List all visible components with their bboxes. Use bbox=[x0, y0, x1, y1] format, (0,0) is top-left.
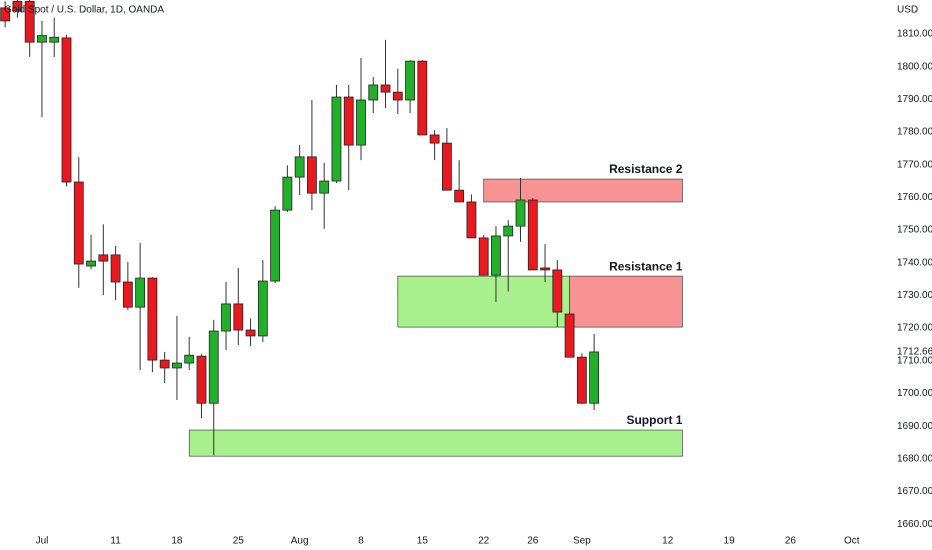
x-tick-label: 22 bbox=[478, 536, 490, 547]
candle-body bbox=[503, 225, 514, 237]
candle-body bbox=[392, 91, 403, 101]
y-tick-label: 1700.00 bbox=[897, 388, 932, 399]
y-tick-label: 1780.00 bbox=[897, 127, 932, 138]
zone bbox=[569, 275, 683, 328]
y-tick-label: 1790.00 bbox=[897, 94, 932, 105]
candle-body bbox=[527, 199, 538, 271]
candle-body bbox=[61, 37, 72, 183]
zone bbox=[188, 429, 683, 457]
y-tick-label: 1810.00 bbox=[897, 29, 932, 40]
x-tick-label: 26 bbox=[785, 536, 797, 547]
candle-body bbox=[576, 356, 587, 404]
candle-body bbox=[37, 35, 47, 43]
x-tick-label: Sep bbox=[573, 536, 591, 547]
candle-body bbox=[405, 60, 415, 101]
candle-body bbox=[196, 355, 207, 404]
zone bbox=[397, 275, 570, 328]
x-tick-label: 8 bbox=[358, 536, 364, 547]
candle-body bbox=[233, 303, 244, 331]
candle-body bbox=[294, 156, 305, 178]
x-tick-label: Oct bbox=[844, 536, 860, 547]
candle-body bbox=[441, 142, 452, 191]
candle-body bbox=[368, 84, 379, 101]
candle-body bbox=[24, 0, 35, 43]
zone-label: Resistance 1 bbox=[609, 259, 683, 273]
candle-body bbox=[466, 201, 477, 239]
candle-body bbox=[270, 209, 280, 282]
candle-body bbox=[589, 351, 600, 404]
candle-body bbox=[135, 277, 146, 308]
candle-body bbox=[307, 156, 317, 194]
candle-body bbox=[552, 269, 563, 313]
candle-body bbox=[221, 303, 231, 332]
candle-body bbox=[429, 134, 440, 144]
y-tick-label: 1660.00 bbox=[897, 519, 932, 530]
candle-body bbox=[98, 254, 109, 262]
candle-body bbox=[257, 280, 268, 337]
candle-body bbox=[159, 359, 170, 369]
y-tick-label: 1800.00 bbox=[897, 61, 932, 72]
x-tick-label: 26 bbox=[527, 536, 539, 547]
candle-body bbox=[564, 313, 575, 358]
candle-body bbox=[172, 362, 182, 369]
zones bbox=[188, 178, 683, 457]
zone-label: Resistance 2 bbox=[609, 162, 683, 176]
chart-title: Gold Spot / U.S. Dollar, 1D, OANDA bbox=[4, 5, 164, 16]
currency-label: USD bbox=[897, 5, 918, 16]
y-tick-label: 1690.00 bbox=[897, 421, 932, 432]
candle-body bbox=[0, 7, 11, 22]
candle-body bbox=[49, 36, 60, 43]
candle-body bbox=[417, 60, 428, 136]
zone bbox=[483, 178, 683, 203]
x-tick-label: Aug bbox=[291, 536, 309, 547]
x-tick-label: 25 bbox=[233, 536, 245, 547]
y-tick-label: 1670.00 bbox=[897, 486, 932, 497]
x-tick-label: 19 bbox=[724, 536, 736, 547]
candle-body bbox=[380, 84, 391, 93]
candle-body bbox=[540, 267, 550, 271]
y-tick-label: 1760.00 bbox=[897, 192, 932, 203]
candle-body bbox=[331, 96, 342, 182]
candle-body bbox=[356, 99, 366, 146]
candle-body bbox=[184, 354, 195, 364]
y-tick-label: 1750.00 bbox=[897, 225, 932, 236]
candle-body bbox=[110, 254, 121, 283]
x-tick-label: 11 bbox=[110, 536, 121, 547]
candle-body bbox=[343, 96, 354, 146]
candle-body bbox=[86, 260, 96, 267]
candle-body bbox=[12, 0, 23, 12]
candle-body bbox=[478, 237, 489, 276]
y-tick-label: 1730.00 bbox=[897, 290, 932, 301]
candle-body bbox=[122, 281, 133, 308]
candles bbox=[0, 0, 600, 456]
candle-body bbox=[73, 181, 84, 265]
y-tick-label: 1710.00 bbox=[897, 355, 932, 366]
candle-body bbox=[208, 330, 219, 404]
x-tick-label: 12 bbox=[662, 536, 674, 547]
x-tick-label: 18 bbox=[171, 536, 183, 547]
candle-body bbox=[319, 180, 330, 194]
candle-body bbox=[515, 199, 526, 227]
last-price-label: 1712.665 bbox=[897, 347, 932, 358]
candle-body bbox=[245, 329, 256, 337]
candle-body bbox=[454, 189, 465, 203]
y-tick-label: 1720.00 bbox=[897, 323, 932, 334]
x-tick-label: Jul bbox=[36, 536, 49, 547]
y-tick-label: 1740.00 bbox=[897, 257, 932, 268]
candle-body bbox=[282, 176, 293, 211]
x-tick-label: 15 bbox=[417, 536, 429, 547]
y-tick-label: 1680.00 bbox=[897, 453, 932, 464]
candle-body bbox=[147, 277, 158, 361]
y-tick-label: 1770.00 bbox=[897, 159, 932, 170]
zone-label: Support 1 bbox=[626, 413, 682, 427]
candle-body bbox=[491, 235, 501, 276]
